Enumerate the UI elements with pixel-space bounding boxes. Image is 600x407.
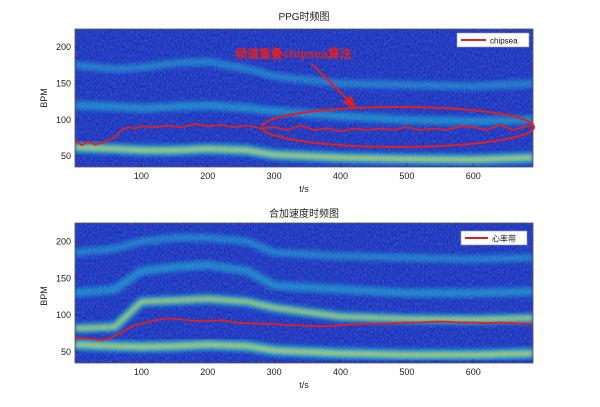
x-axis-ticks: 100 200 300 400 500 600 (134, 163, 481, 181)
plot-frame (74, 28, 534, 168)
x-axis-label: t/s (299, 380, 309, 390)
legend-box (456, 32, 530, 48)
spectral-band-peak (75, 297, 533, 331)
heart-rate-strap-trace (75, 317, 533, 342)
spectrogram-bands (75, 233, 533, 361)
spectral-band (75, 260, 533, 298)
spectral-band (75, 57, 533, 91)
y-axis-label: BPM (39, 286, 49, 306)
y-tick-label: 200 (56, 236, 71, 246)
x-tick-label: 100 (134, 171, 149, 181)
annotation-text: 频谱重叠chipsea算法 (235, 46, 352, 61)
x-tick-label: 400 (333, 367, 348, 377)
annotation-arrow-line (311, 63, 353, 105)
panel-title: 合加速度时频图 (269, 207, 339, 220)
x-axis-ticks: 100 200 300 400 500 600 (134, 359, 481, 377)
y-tick-label: 100 (56, 310, 71, 320)
legend: 心率带 (460, 230, 528, 246)
x-tick-label: 200 (200, 367, 215, 377)
legend-label: 心率带 (492, 234, 516, 244)
annotation-ellipse (261, 106, 535, 148)
panel-title: PPG时频图 (278, 10, 329, 23)
spectral-band (75, 233, 533, 264)
x-tick-label: 300 (267, 171, 282, 181)
x-axis-label: t/s (299, 184, 309, 194)
spectral-band-peak (75, 342, 533, 357)
x-tick-label: 100 (134, 367, 149, 377)
chipsea-trace (75, 123, 533, 147)
y-tick-label: 150 (56, 273, 71, 283)
plot-frame (74, 222, 534, 364)
x-tick-label: 600 (466, 171, 481, 181)
y-tick-label: 50 (61, 151, 71, 161)
y-tick-label: 200 (56, 42, 71, 52)
y-axis-label: BPM (39, 88, 49, 108)
series-line (75, 123, 533, 147)
x-tick-label: 600 (466, 367, 481, 377)
x-tick-label: 500 (399, 171, 414, 181)
legend-box (460, 230, 528, 246)
legend: chipsea (456, 32, 530, 48)
legend-label: chipsea (490, 37, 518, 46)
annotation-arrow-head (343, 95, 356, 108)
overlap-annotation: 频谱重叠chipsea算法 (235, 46, 535, 148)
spectral-band-peak (75, 145, 533, 162)
y-axis-ticks: 50 100 150 200 (56, 42, 79, 161)
series-line (75, 317, 533, 342)
y-tick-label: 100 (56, 115, 71, 125)
spectral-band (75, 100, 533, 126)
x-tick-label: 400 (333, 171, 348, 181)
y-axis-ticks: 50 100 150 200 (56, 236, 79, 357)
x-tick-label: 300 (267, 367, 282, 377)
spectrogram-bands (75, 57, 533, 166)
x-tick-label: 500 (399, 367, 414, 377)
y-tick-label: 50 (61, 347, 71, 357)
spectrogram-noise (75, 29, 533, 167)
ppg-spectrogram-panel: PPG时频图 50 100 150 200 100 200 300 400 500 600 BP… (39, 10, 535, 194)
acceleration-spectrogram-panel: 合加速度时频图 50 100 150 200 100 200 300 400 500 600 B… (39, 207, 534, 390)
y-tick-label: 150 (56, 78, 71, 88)
x-tick-label: 200 (200, 171, 215, 181)
